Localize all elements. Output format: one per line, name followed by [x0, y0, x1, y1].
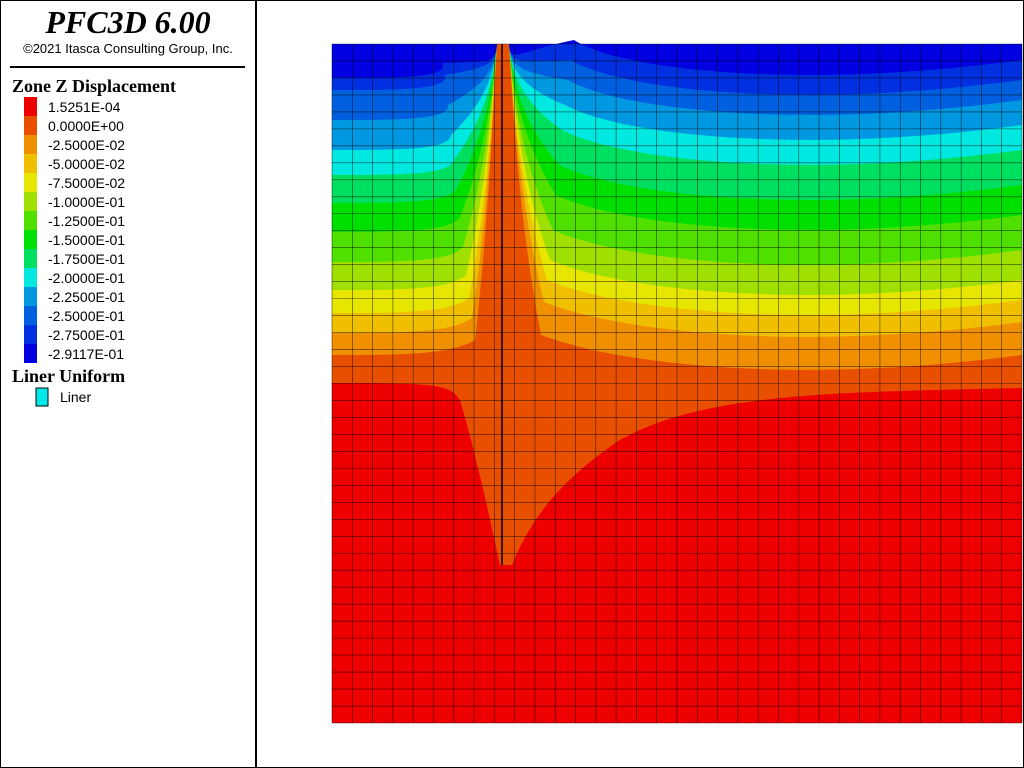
legend-label: -2.2500E-01 [48, 289, 125, 305]
legend-label: -1.5000E-01 [48, 232, 125, 248]
legend-label: 1.5251E-04 [48, 99, 121, 115]
legend-label: 0.0000E+00 [48, 118, 124, 134]
app-title: PFC3D 6.00 [44, 4, 210, 40]
legend-label: -2.9117E-01 [48, 346, 124, 362]
legend-label: -2.5000E-02 [48, 137, 125, 153]
legend-swatch [24, 97, 37, 116]
legend-label: -2.0000E-01 [48, 270, 125, 286]
legend-swatch [24, 173, 37, 192]
legend-label: -5.0000E-02 [48, 156, 125, 172]
copyright: ©2021 Itasca Consulting Group, Inc. [23, 41, 233, 56]
legend-label: -1.7500E-01 [48, 251, 125, 267]
liner-label: Liner [60, 389, 91, 405]
liner-swatch [35, 387, 49, 407]
legend-swatch [24, 306, 37, 325]
legend-swatch [24, 230, 37, 249]
legend-swatch [24, 325, 37, 344]
legend-swatch [24, 268, 37, 287]
legend-label: -2.5000E-01 [48, 308, 125, 324]
contour-plot [331, 40, 1023, 724]
legend-label: -1.0000E-01 [48, 194, 125, 210]
legend-title: Zone Z Displacement [12, 76, 176, 96]
liner-title: Liner Uniform [12, 366, 125, 386]
legend-swatch [24, 249, 37, 268]
legend-swatch [24, 154, 37, 173]
legend-swatch [24, 116, 37, 135]
legend-swatch [24, 135, 37, 154]
legend-swatch [24, 344, 37, 363]
legend-label: -7.5000E-02 [48, 175, 125, 191]
legend: 1.5251E-04 0.0000E+00 -2.5000E-02 -5.0000E-… [24, 97, 125, 363]
legend-label: -2.7500E-01 [48, 327, 125, 343]
legend-label: -1.2500E-01 [48, 213, 125, 229]
legend-swatch [24, 287, 37, 306]
legend-swatch [24, 211, 37, 230]
legend-swatch [24, 192, 37, 211]
